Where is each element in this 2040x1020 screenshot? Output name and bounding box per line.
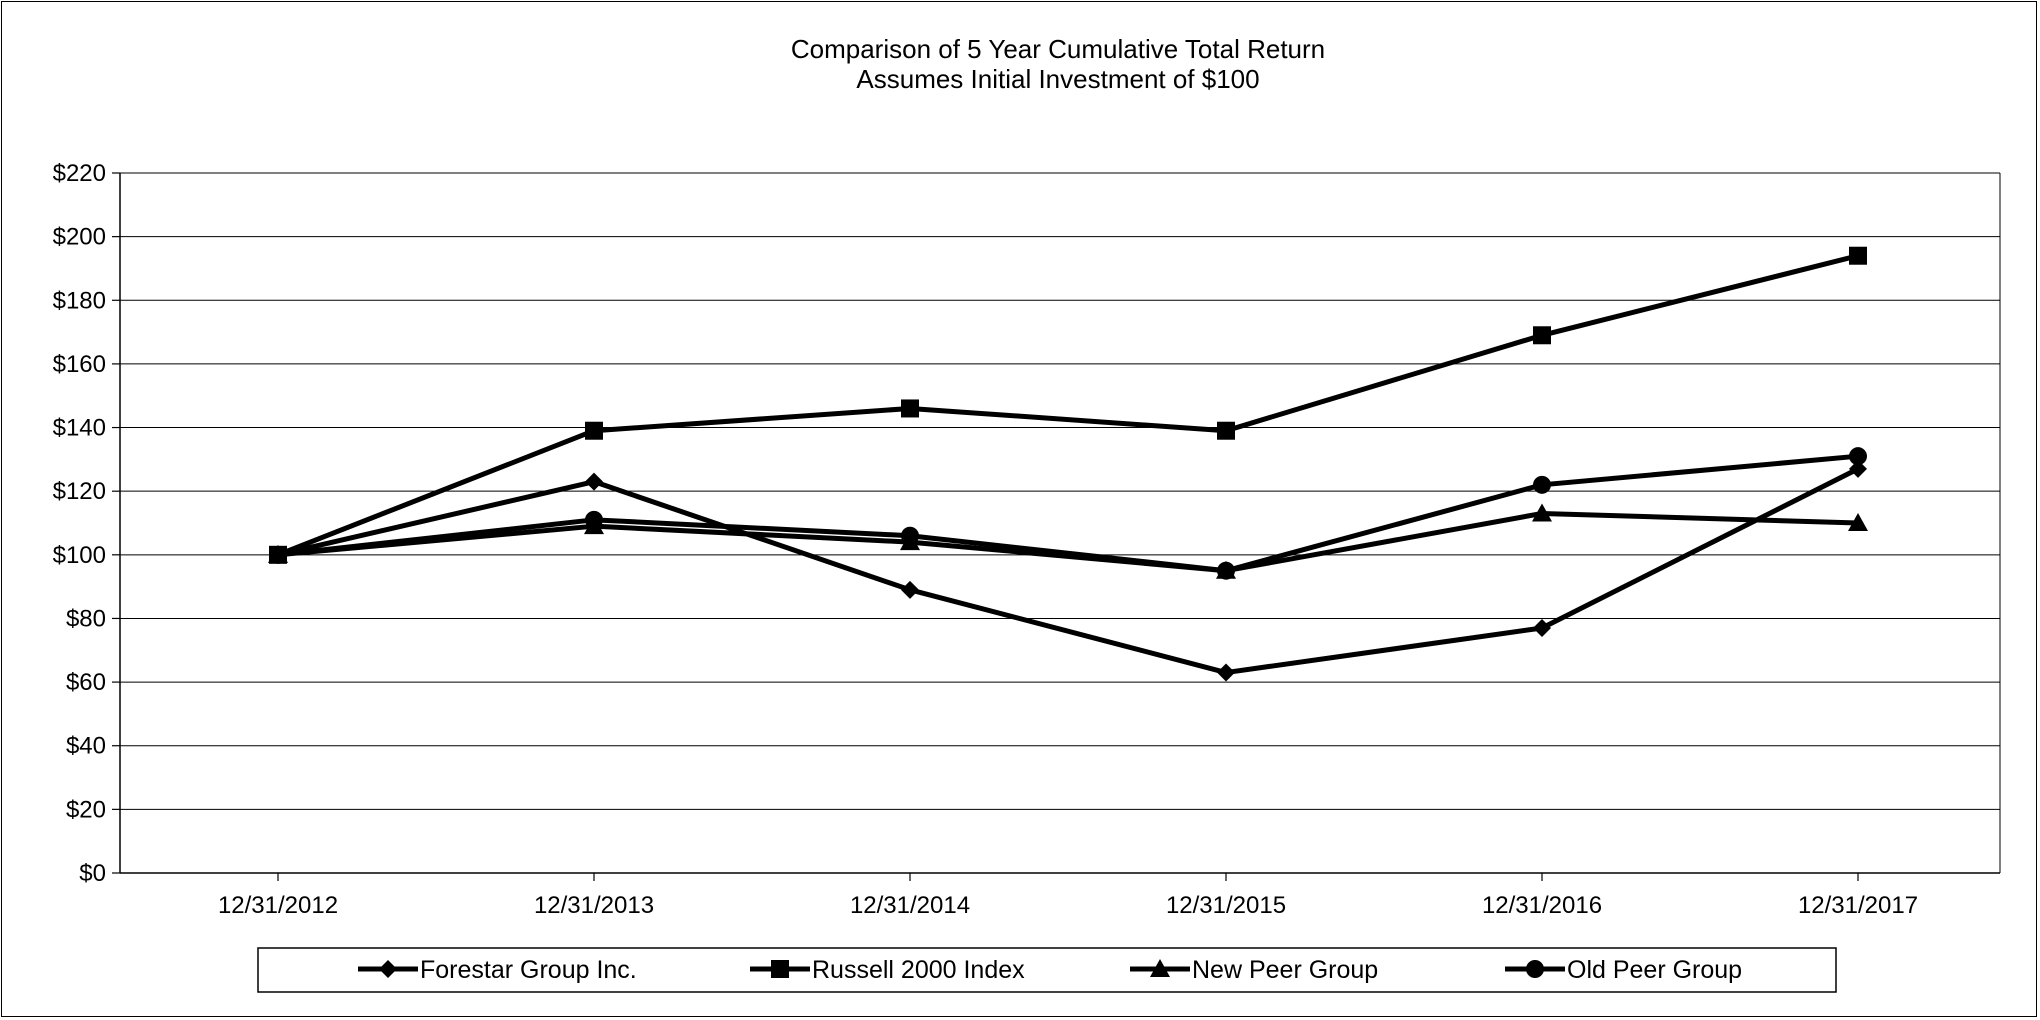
axes (119, 173, 2001, 874)
series-line (277, 466, 1860, 676)
y-tick-label: $40 (66, 733, 106, 760)
legend-label: Old Peer Group (1567, 956, 1742, 984)
y-tick-label: $200 (53, 224, 106, 251)
data-point (269, 545, 287, 564)
legend-marker (379, 960, 397, 978)
chart-subtitle: Assumes Initial Investment of $100 (856, 64, 1259, 94)
legend-label: Forestar Group Inc. (420, 956, 637, 984)
y-tick-label: $60 (66, 669, 106, 696)
data-point (1849, 246, 1867, 265)
data-point (1533, 619, 1551, 637)
data-point (1533, 326, 1551, 345)
data-point (585, 472, 603, 491)
data-point (585, 421, 603, 440)
data-point (901, 580, 919, 599)
legend (257, 947, 1837, 993)
series-line (277, 453, 1859, 574)
data-point (901, 526, 919, 545)
legend-marker (1526, 960, 1544, 978)
data-point (1217, 421, 1235, 440)
legend-marker (771, 960, 789, 978)
legend-marker (1150, 959, 1170, 977)
y-tick-label: $80 (66, 605, 106, 632)
series-line (277, 510, 1859, 574)
legend-entry: Old Peer Group (1505, 956, 1742, 984)
y-tick-label: $100 (53, 542, 106, 569)
legend-entry: New Peer Group (1130, 956, 1378, 984)
y-tick-label: $180 (53, 287, 106, 314)
series-line (277, 253, 1859, 558)
x-tick-label: 12/31/2015 (1166, 892, 1286, 919)
series-triangle (268, 503, 1868, 579)
y-tick-label: $160 (53, 351, 106, 378)
data-point (585, 510, 603, 529)
legend-entry: Forestar Group Inc. (358, 956, 637, 984)
x-axis-ticks: 12/31/2012 12/31/2013 12/31/2014 12/31/2015… (218, 873, 1918, 919)
y-tick-label: $0 (79, 860, 106, 887)
series-group (268, 246, 1868, 682)
gridlines (120, 172, 2000, 810)
y-tick-label: $220 (53, 160, 106, 187)
series-circle (269, 447, 1867, 580)
y-tick-label: $140 (53, 415, 106, 442)
y-tick-label: $20 (66, 796, 106, 823)
data-point (901, 399, 919, 418)
x-tick-label: 12/31/2017 (1798, 892, 1918, 919)
series-diamond (269, 459, 1867, 682)
legend-entry: Russell 2000 Index (750, 956, 1025, 984)
data-point (1217, 663, 1235, 682)
x-tick-label: 12/31/2012 (218, 892, 338, 919)
data-point (1217, 561, 1235, 580)
data-point (1848, 513, 1868, 531)
data-point (1533, 475, 1551, 494)
y-axis-ticks: $0 $20 $40 $60 $80 $100 $120 $140 $160 $180 $200 $2… (53, 160, 120, 887)
legend-label: Russell 2000 Index (812, 956, 1025, 984)
x-tick-label: 12/31/2016 (1482, 892, 1602, 919)
legend-label: New Peer Group (1192, 956, 1378, 984)
data-point (1849, 447, 1867, 466)
chart-title: Comparison of 5 Year Cumulative Total Re… (791, 34, 1325, 64)
x-tick-label: 12/31/2014 (850, 892, 970, 919)
legend-entries: Forestar Group Inc. Russell 2000 Index New… (358, 956, 1742, 984)
data-point (1849, 459, 1867, 478)
y-tick-label: $120 (53, 478, 106, 505)
x-tick-label: 12/31/2013 (534, 892, 654, 919)
data-point (1532, 503, 1552, 522)
